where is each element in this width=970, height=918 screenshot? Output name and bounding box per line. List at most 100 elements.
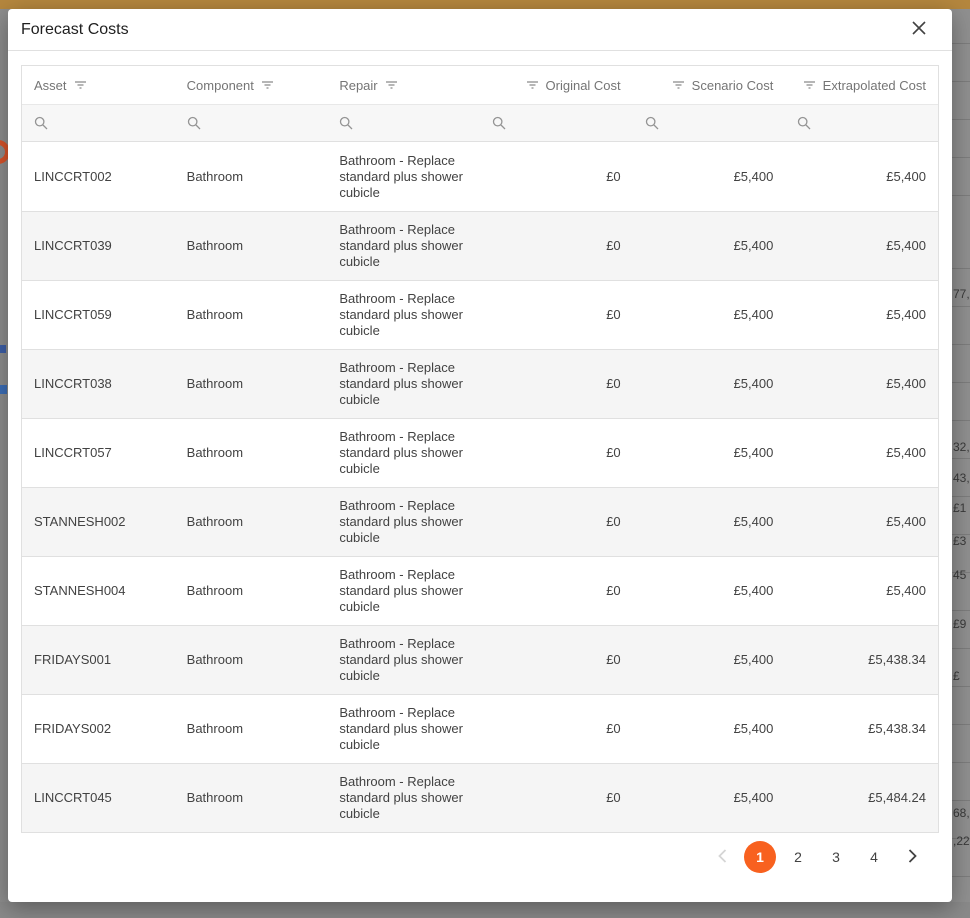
cell-scenario-cost: £5,400	[733, 652, 774, 667]
cell-extrapolated-cost: £5,484.24	[868, 790, 926, 805]
cell-extrapolated-cost: £5,400	[886, 168, 926, 184]
cell-asset: LINCCRT038	[34, 376, 112, 391]
cell-repair: Bathroom - Replace standard plus shower …	[339, 498, 463, 545]
close-button[interactable]	[907, 18, 931, 42]
cell-extrapolated-cost: £5,438.34	[868, 721, 926, 736]
table-header-row: Asset Component Repair	[22, 66, 938, 104]
cell-scenario-cost: £5,400	[733, 583, 774, 598]
chevron-right-icon	[908, 848, 917, 866]
cell-extrapolated-cost: £5,438.34	[868, 652, 926, 667]
cell-extrapolated-cost: £5,400	[886, 238, 926, 253]
cell-extrapolated-cost: £5,400	[886, 514, 926, 529]
filter-menu-icon[interactable]	[385, 79, 398, 91]
pagination: 1 2 3 4	[8, 841, 928, 873]
cell-repair: Bathroom - Replace standard plus shower …	[339, 705, 463, 752]
table-row: FRIDAYS001 Bathroom Bathroom - Replace s…	[22, 625, 938, 694]
column-header-component[interactable]: Component	[175, 66, 328, 104]
cell-asset: LINCCRT059	[34, 307, 112, 322]
background-text-fragment: 43,	[953, 471, 970, 485]
background-text-fragment: 32,	[953, 440, 970, 454]
column-label: Repair	[339, 77, 378, 93]
dialog-title: Forecast Costs	[21, 20, 129, 38]
cell-asset: LINCCRT045	[34, 790, 112, 805]
chevron-left-icon	[717, 848, 727, 866]
cell-extrapolated-cost: £5,400	[886, 376, 926, 391]
filter-menu-icon[interactable]	[526, 79, 539, 91]
cell-component: Bathroom	[186, 652, 244, 667]
close-icon	[912, 21, 926, 38]
cell-original-cost: £0	[606, 721, 621, 736]
background-text-fragment: 68,	[953, 806, 970, 820]
page-button-2[interactable]: 2	[782, 841, 814, 873]
search-icon	[34, 116, 48, 130]
table-row: LINCCRT059 Bathroom Bathroom - Replace s…	[22, 280, 938, 349]
table-row: STANNESH002 Bathroom Bathroom - Replace …	[22, 487, 938, 556]
cell-asset: FRIDAYS002	[34, 721, 112, 736]
background-text-fragment: £	[953, 669, 960, 683]
page-button-1[interactable]: 1	[744, 841, 776, 873]
column-header-original-cost[interactable]: Original Cost	[480, 66, 633, 104]
cell-original-cost: £0	[606, 514, 621, 529]
background-app-topbar	[0, 0, 970, 9]
search-icon	[339, 116, 353, 130]
background-text-fragment: £3	[953, 534, 967, 548]
filter-menu-icon[interactable]	[261, 79, 274, 91]
previous-page-button[interactable]	[706, 841, 738, 873]
page-button-3[interactable]: 3	[820, 841, 852, 873]
column-header-extrapolated-cost[interactable]: Extrapolated Cost	[785, 66, 938, 104]
cell-original-cost: £0	[606, 790, 621, 805]
cell-scenario-cost: £5,400	[733, 721, 774, 736]
cell-component: Bathroom	[186, 790, 244, 805]
column-label: Extrapolated Cost	[822, 77, 926, 93]
filter-input-component[interactable]	[175, 105, 328, 141]
table-row: STANNESH004 Bathroom Bathroom - Replace …	[22, 556, 938, 625]
cell-original-cost: £0	[606, 583, 621, 598]
background-text-fragment: 77,	[953, 287, 970, 301]
cell-original-cost: £0	[606, 168, 621, 184]
filter-menu-icon[interactable]	[74, 79, 87, 91]
filter-menu-icon[interactable]	[672, 79, 685, 91]
cell-component: Bathroom	[186, 307, 244, 322]
forecast-costs-table: Asset Component Repair	[21, 65, 939, 833]
cell-original-cost: £0	[606, 652, 621, 667]
cell-component: Bathroom	[186, 376, 244, 391]
cell-original-cost: £0	[606, 238, 621, 253]
cell-repair: Bathroom - Replace standard plus shower …	[339, 774, 463, 821]
filter-input-repair[interactable]	[327, 105, 480, 141]
table-body: LINCCRT002 Bathroom Bathroom - Replace s…	[22, 142, 938, 832]
cell-component: Bathroom	[186, 514, 244, 529]
background-text-fragment: 45	[953, 568, 967, 582]
filter-input-original-cost[interactable]	[480, 105, 633, 141]
cell-scenario-cost: £5,400	[733, 376, 774, 391]
search-icon	[187, 116, 201, 130]
cell-repair: Bathroom - Replace standard plus shower …	[339, 567, 463, 614]
search-icon	[492, 116, 506, 130]
background-logo-fragment	[0, 140, 8, 164]
column-label: Scenario Cost	[691, 77, 774, 93]
column-header-asset[interactable]: Asset	[22, 66, 175, 104]
cell-asset: STANNESH002	[34, 514, 126, 529]
filter-input-asset[interactable]	[22, 105, 175, 141]
background-text-fragment: £9	[953, 617, 967, 631]
column-header-scenario-cost[interactable]: Scenario Cost	[633, 66, 786, 104]
cell-asset: LINCCRT002	[34, 168, 112, 184]
cell-repair: Bathroom - Replace standard plus shower …	[339, 636, 463, 683]
filter-input-extrapolated-cost[interactable]	[785, 105, 938, 141]
filter-menu-icon[interactable]	[803, 79, 816, 91]
cell-scenario-cost: £5,400	[733, 790, 774, 805]
column-header-repair[interactable]: Repair	[327, 66, 480, 104]
cell-scenario-cost: £5,400	[733, 445, 774, 460]
next-page-button[interactable]	[896, 841, 928, 873]
table-filter-row	[22, 104, 938, 142]
table-row: LINCCRT057 Bathroom Bathroom - Replace s…	[22, 418, 938, 487]
cell-extrapolated-cost: £5,400	[886, 307, 926, 322]
forecast-costs-dialog: Forecast Costs Asset Component R	[8, 9, 952, 902]
cell-repair: Bathroom - Replace standard plus shower …	[339, 291, 463, 338]
search-icon	[645, 116, 659, 130]
backdrop-bottom-strip	[0, 902, 970, 918]
page-button-4[interactable]: 4	[858, 841, 890, 873]
filter-input-scenario-cost[interactable]	[633, 105, 786, 141]
cell-asset: STANNESH004	[34, 583, 126, 598]
backdrop-left-strip	[0, 9, 8, 918]
background-text-fragment: £1	[953, 501, 967, 515]
